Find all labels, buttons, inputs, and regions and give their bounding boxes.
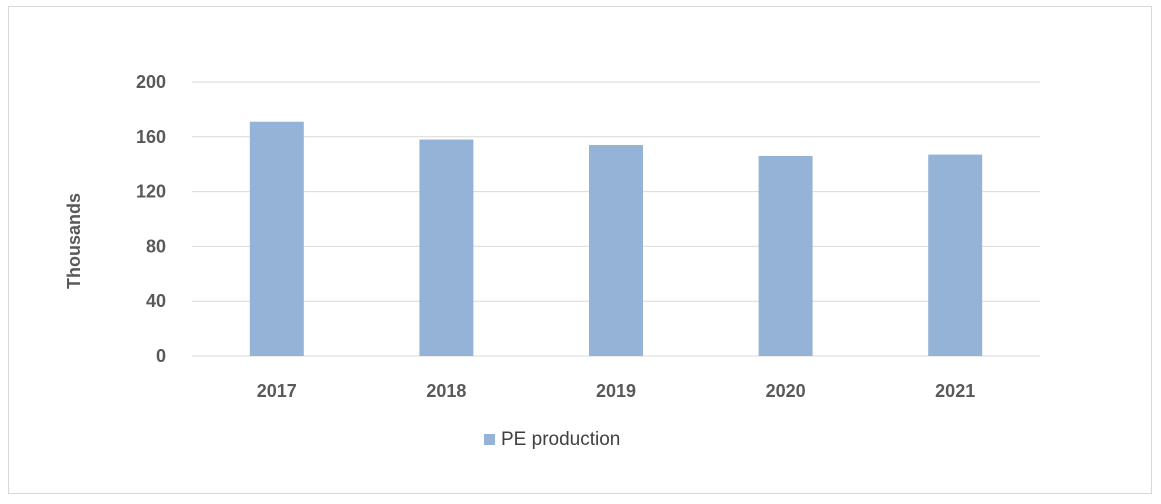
x-tick-label: 2021 [935, 381, 975, 401]
y-axis-ticks: 0 40 80 120 160 200 [136, 72, 166, 366]
y-tick-label: 0 [156, 346, 166, 366]
bar-2021 [928, 154, 983, 356]
bar-2017 [249, 121, 304, 356]
y-tick-label: 120 [136, 182, 166, 202]
legend-swatch [484, 434, 495, 445]
legend-label: PE production [501, 429, 620, 450]
bar-2018 [419, 139, 474, 356]
x-tick-label: 2020 [766, 381, 806, 401]
bar-2020 [758, 155, 813, 356]
y-tick-label: 160 [136, 127, 166, 147]
y-tick-label: 200 [136, 72, 166, 92]
y-tick-label: 80 [146, 236, 166, 256]
y-axis-title: Thousands [64, 193, 84, 289]
x-axis-ticks: 2017 2018 2019 2020 2021 [257, 381, 975, 401]
gridlines [192, 81, 1040, 357]
legend: PE production [484, 429, 620, 450]
x-tick-label: 2017 [257, 381, 297, 401]
bar-2019 [589, 145, 643, 356]
bars [249, 121, 983, 356]
y-tick-label: 40 [146, 291, 166, 311]
x-tick-label: 2019 [596, 381, 636, 401]
x-tick-label: 2018 [426, 381, 466, 401]
